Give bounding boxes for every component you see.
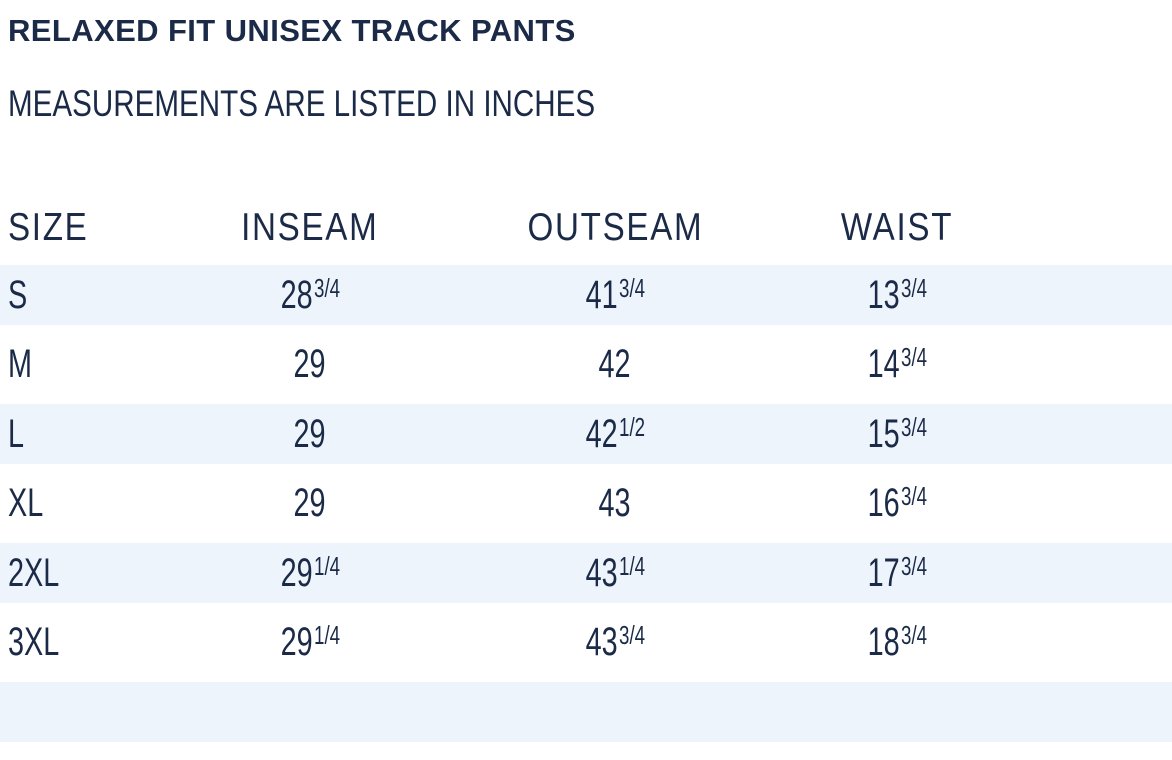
column-header-outseam: OUTSEAM bbox=[527, 205, 703, 249]
page-title: RELAXED FIT UNISEX TRACK PANTS bbox=[8, 11, 576, 51]
waist-cell: 133/4 bbox=[867, 272, 928, 317]
inseam-cell: 291/4 bbox=[280, 550, 340, 595]
page-title-text: RELAXED FIT UNISEX TRACK PANTS bbox=[8, 13, 576, 48]
waist-cell: 183/4 bbox=[867, 620, 928, 664]
fraction-superscript: 3/4 bbox=[901, 342, 928, 372]
size-cell: 2XL bbox=[8, 550, 60, 595]
fraction-superscript: 3/4 bbox=[901, 550, 928, 581]
fraction-superscript: 3/4 bbox=[901, 481, 928, 511]
inseam-cell: 283/4 bbox=[280, 272, 340, 317]
size-row-m: M 29 42 143/4 bbox=[0, 325, 1172, 404]
inseam-cell: 291/4 bbox=[280, 620, 340, 664]
fraction-superscript: 3/4 bbox=[901, 411, 928, 442]
inseam-cell: 29 bbox=[293, 342, 326, 386]
inseam-cell: 29 bbox=[293, 411, 326, 456]
size-cell: 3XL bbox=[8, 620, 60, 664]
size-row-s: S 283/4 413/4 133/4 bbox=[0, 265, 1172, 325]
column-header-waist: WAIST bbox=[841, 205, 954, 249]
outseam-cell: 433/4 bbox=[585, 620, 645, 664]
outseam-cell: 42 bbox=[598, 342, 631, 386]
measurement-unit-note: MEASUREMENTS ARE LISTED IN INCHES bbox=[8, 82, 742, 126]
empty-spacer-cell bbox=[0, 682, 1172, 742]
size-row-l: L 29 421/2 153/4 bbox=[0, 404, 1172, 464]
outseam-cell: 421/2 bbox=[585, 411, 645, 456]
waist-cell: 153/4 bbox=[867, 411, 928, 456]
size-cell: S bbox=[8, 272, 28, 317]
column-header-inseam: INSEAM bbox=[241, 205, 379, 249]
fraction-superscript: 1/2 bbox=[618, 411, 645, 442]
outseam-cell: 413/4 bbox=[585, 272, 645, 317]
size-cell: XL bbox=[8, 481, 44, 525]
size-row-2xl: 2XL 291/4 431/4 173/4 bbox=[0, 543, 1172, 603]
inseam-cell: 29 bbox=[293, 481, 326, 525]
fraction-superscript: 3/4 bbox=[618, 620, 645, 650]
waist-cell: 143/4 bbox=[867, 342, 928, 386]
fraction-superscript: 3/4 bbox=[901, 272, 928, 303]
fraction-superscript: 1/4 bbox=[313, 550, 340, 581]
size-chart-table: SIZE INSEAM OUTSEAM WAIST S 283/4 413/4 … bbox=[0, 190, 1172, 742]
size-cell: L bbox=[8, 411, 25, 456]
size-row-xl: XL 29 43 163/4 bbox=[0, 464, 1172, 543]
header-row: SIZE INSEAM OUTSEAM WAIST bbox=[0, 190, 1172, 265]
size-row-3xl: 3XL 291/4 433/4 183/4 bbox=[0, 603, 1172, 682]
fraction-superscript: 3/4 bbox=[313, 272, 340, 303]
fraction-superscript: 1/4 bbox=[313, 620, 340, 650]
measurement-unit-note-text: MEASUREMENTS ARE LISTED IN INCHES bbox=[8, 83, 596, 124]
waist-cell: 173/4 bbox=[867, 550, 928, 595]
outseam-cell: 43 bbox=[598, 481, 631, 525]
waist-cell: 163/4 bbox=[867, 481, 928, 525]
column-header-size: SIZE bbox=[8, 205, 89, 249]
fraction-superscript: 3/4 bbox=[618, 272, 645, 303]
fraction-superscript: 1/4 bbox=[618, 550, 645, 581]
empty-spacer-row bbox=[0, 682, 1172, 742]
size-cell: M bbox=[8, 342, 32, 386]
outseam-cell: 431/4 bbox=[585, 550, 645, 595]
fraction-superscript: 3/4 bbox=[901, 620, 928, 650]
